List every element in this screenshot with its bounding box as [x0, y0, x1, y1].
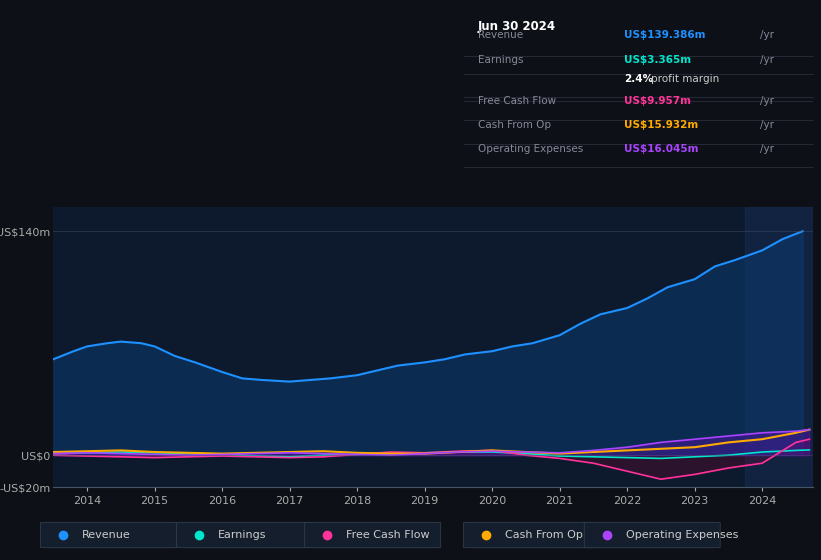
Text: Earnings: Earnings	[218, 530, 266, 540]
Text: /yr: /yr	[760, 144, 774, 154]
Text: US$3.365m: US$3.365m	[624, 55, 691, 65]
FancyBboxPatch shape	[463, 522, 599, 548]
Text: /yr: /yr	[760, 120, 774, 130]
Bar	[745, 207, 813, 487]
Text: Free Cash Flow: Free Cash Flow	[346, 530, 430, 540]
FancyBboxPatch shape	[40, 522, 177, 548]
Text: US$15.932m: US$15.932m	[624, 120, 699, 130]
Text: /yr: /yr	[760, 96, 774, 106]
Text: Revenue: Revenue	[82, 530, 131, 540]
Text: Cash From Op: Cash From Op	[505, 530, 583, 540]
Text: profit margin: profit margin	[650, 73, 719, 83]
Text: /yr: /yr	[760, 30, 774, 40]
Text: Earnings: Earnings	[478, 55, 523, 65]
Text: /yr: /yr	[760, 55, 774, 65]
Text: US$139.386m: US$139.386m	[624, 30, 706, 40]
Text: Free Cash Flow: Free Cash Flow	[478, 96, 556, 106]
Text: US$16.045m: US$16.045m	[624, 144, 699, 154]
Text: Revenue: Revenue	[478, 30, 523, 40]
Text: US$9.957m: US$9.957m	[624, 96, 691, 106]
FancyBboxPatch shape	[305, 522, 441, 548]
Text: Cash From Op: Cash From Op	[478, 120, 551, 130]
Text: Operating Expenses: Operating Expenses	[478, 144, 583, 154]
Text: 2.4%: 2.4%	[624, 73, 654, 83]
Text: Operating Expenses: Operating Expenses	[626, 530, 738, 540]
FancyBboxPatch shape	[585, 522, 720, 548]
FancyBboxPatch shape	[177, 522, 312, 548]
Text: Jun 30 2024: Jun 30 2024	[478, 20, 556, 34]
